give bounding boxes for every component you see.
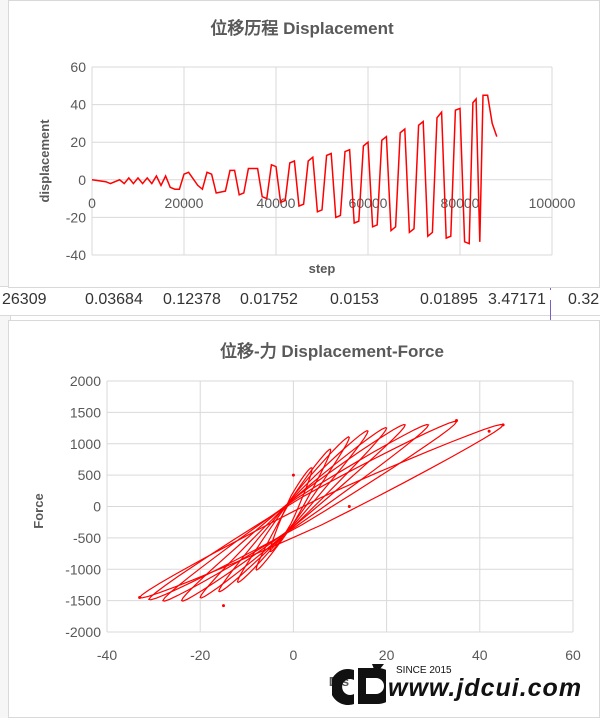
jdcui-logo-icon bbox=[332, 664, 386, 705]
series-line bbox=[91, 94, 498, 245]
x-tick-labels: 0 20000 40000 60000 80000 100000 bbox=[88, 195, 575, 211]
y-tick-labels: -2000 -1500 -1000 -500 0 500 1000 1500 2000 bbox=[65, 373, 101, 640]
y-tick-label: 1500 bbox=[70, 404, 101, 420]
watermark-url: www.jdcui.com bbox=[388, 674, 583, 702]
displacement-force-svg: 位移-力 Displacement-Force -2000-1500-1000-… bbox=[31, 341, 581, 689]
x-tick-label: 0 bbox=[290, 647, 298, 663]
displacement-force-chart[interactable]: 位移-力 Displacement-Force -2000 -1500 -1000-… bbox=[8, 320, 600, 718]
x-tick-label: 100000 bbox=[529, 195, 576, 211]
y-tick-label: -2000 bbox=[65, 624, 101, 640]
x-tick-label: 40 bbox=[472, 647, 488, 663]
sheet-cell: 0.01752 bbox=[240, 291, 298, 308]
x-tick-label: 0 bbox=[88, 195, 96, 211]
y-tick-label: -40 bbox=[66, 247, 86, 263]
sheet-cell: 0.32 bbox=[568, 291, 600, 308]
grid-lines bbox=[91, 66, 553, 256]
y-tick-label: 2000 bbox=[70, 373, 101, 389]
x-tick-label: 20 bbox=[379, 647, 395, 663]
x-tick-label: 20000 bbox=[165, 195, 204, 211]
data-point bbox=[487, 429, 491, 433]
x-tick-labels: -40 -20 0 20 40 60 bbox=[97, 647, 581, 663]
y-tick-label: 40 bbox=[70, 97, 86, 113]
x-tick-label: 60 bbox=[565, 647, 581, 663]
hysteresis-loops bbox=[138, 419, 505, 608]
hysteresis-loop bbox=[147, 420, 458, 601]
data-point bbox=[501, 423, 505, 427]
y-tick-label: 500 bbox=[78, 467, 102, 483]
x-tick-label: 60000 bbox=[349, 195, 388, 211]
data-point bbox=[347, 505, 351, 508]
y-tick-label: 1000 bbox=[70, 436, 101, 452]
displacement-history-chart[interactable]: 位移历程 Displacement -40 -20 0 20 40 60 0 20000 40… bbox=[8, 0, 600, 288]
sheet-cell: 0.03684 bbox=[85, 291, 143, 308]
y-tick-label: -1000 bbox=[65, 561, 101, 577]
y-tick-label: -20 bbox=[66, 209, 86, 225]
x-axis-label: step bbox=[309, 261, 336, 276]
chart-title: 位移历程 Displacement bbox=[210, 18, 394, 38]
data-point bbox=[291, 473, 295, 477]
data-point bbox=[455, 419, 458, 423]
hysteresis-loop bbox=[138, 423, 505, 599]
hysteresis-loop bbox=[180, 423, 407, 602]
hysteresis-loop bbox=[255, 448, 332, 571]
x-tick-label: -20 bbox=[190, 647, 210, 663]
sheet-cell: 0.12378 bbox=[163, 291, 221, 308]
x-tick-label: 80000 bbox=[441, 195, 480, 211]
x-tick-label: -40 bbox=[97, 647, 117, 663]
hysteresis-loop bbox=[236, 436, 350, 584]
y-tick-labels: -40 -20 0 20 40 60 bbox=[66, 59, 86, 263]
y-tick-label: 0 bbox=[93, 499, 101, 515]
y-tick-label: 20 bbox=[70, 134, 86, 150]
watermark-since: SINCE 2015 bbox=[396, 665, 452, 676]
sheet-cell: 3.47171 bbox=[488, 291, 546, 308]
y-tick-label: -500 bbox=[73, 530, 101, 546]
hysteresis-loop bbox=[199, 426, 388, 599]
grid-lines bbox=[106, 380, 574, 633]
selection-border bbox=[550, 300, 551, 320]
y-axis-label: displacement bbox=[37, 119, 52, 203]
y-axis-label: Force bbox=[31, 493, 46, 528]
data-point bbox=[222, 604, 225, 608]
sheet-cell: 0.01895 bbox=[420, 291, 478, 308]
sheet-cell: 26309 bbox=[2, 291, 47, 308]
chart-title: 位移-力 Displacement-Force bbox=[220, 341, 444, 361]
watermark: SINCE 2015 www.jdcui.com bbox=[330, 660, 600, 718]
y-tick-label: 60 bbox=[70, 59, 86, 75]
y-tick-label: 0 bbox=[78, 172, 86, 188]
y-tick-label: -1500 bbox=[65, 593, 101, 609]
sheet-cell: 0.0153 bbox=[330, 291, 379, 308]
data-point bbox=[138, 595, 142, 599]
displacement-history-svg: 位移历程 Displacement -40 -20 0 20 40 60 0 20000 40… bbox=[37, 18, 576, 276]
